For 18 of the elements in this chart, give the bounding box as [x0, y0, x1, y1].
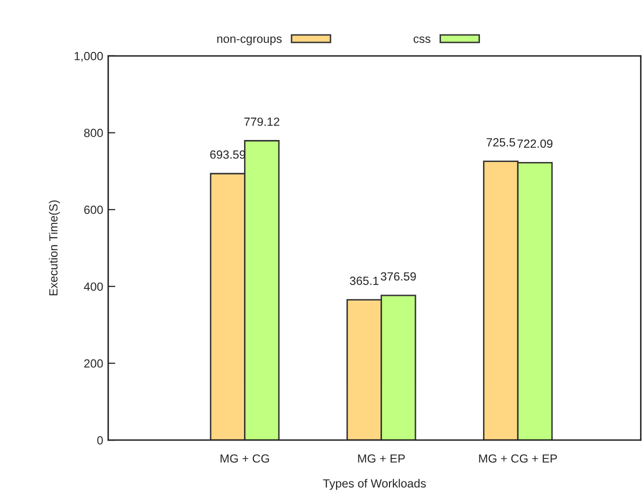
y-tick-label: 400 [84, 282, 103, 291]
data-label: 722.09 [518, 139, 552, 148]
y-tick-label: 200 [84, 359, 103, 368]
x-tick-label: MG + CG [220, 454, 269, 463]
data-label: 725.5 [486, 138, 516, 147]
y-tick-label: 800 [84, 128, 103, 138]
data-label: 376.59 [380, 272, 416, 281]
x-tick-label: MG + CG + EP [479, 454, 557, 463]
legend-label: css [414, 36, 430, 43]
y-tick-label: 0 [97, 436, 103, 445]
x-axis-title: Types of Workloads [323, 478, 426, 490]
y-axis-title: Execution Time(S) [48, 200, 60, 296]
x-tick-label: MG + EP [358, 454, 405, 463]
legend-label: non-cgroups [217, 36, 282, 46]
y-tick-label: 600 [84, 206, 103, 214]
data-label: 779.12 [244, 118, 280, 126]
data-label: 365.1 [350, 276, 378, 285]
y-tick-label: 1,000 [74, 52, 103, 62]
